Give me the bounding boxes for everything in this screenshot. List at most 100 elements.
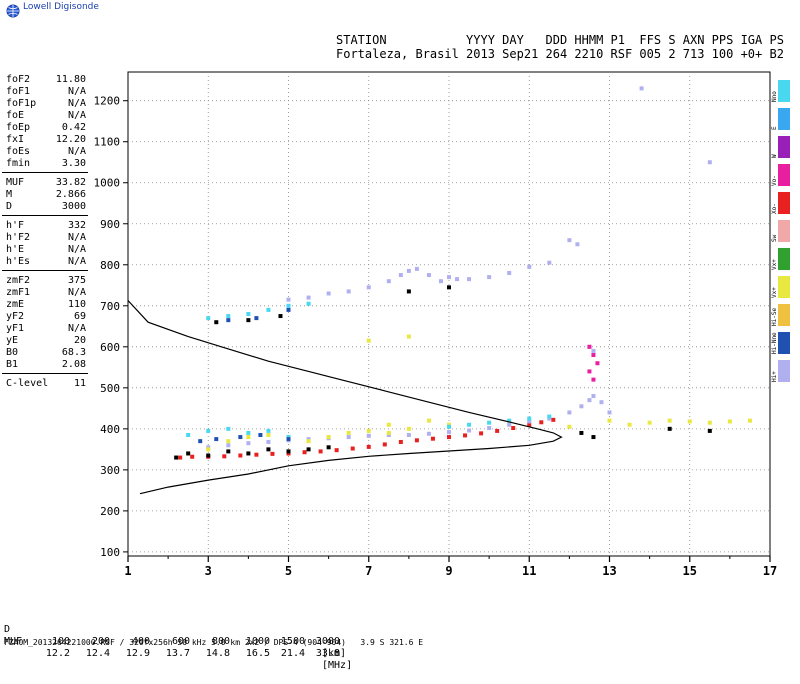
legend-swatch: Nno [771,80,790,102]
echo-point [206,447,211,452]
param-row: fmin 3.30 [6,158,86,170]
echo-point [258,433,263,437]
legend-swatch: Hi-Se [771,304,790,326]
param-name: yF2 [6,311,25,322]
distance-value: 400 [131,636,150,647]
param-row: M 2.866 [6,189,86,201]
echo-point [567,238,572,243]
legend-label: Hi+ [771,371,778,382]
echo-point [366,428,371,433]
echo-point [647,420,652,425]
echo-point [467,277,472,282]
param-name: zmF1 [6,287,31,298]
echo-point [306,437,311,442]
echo-point [507,422,512,427]
param-value: 375 [67,275,86,286]
echo-point [479,431,484,436]
echo-point [246,312,251,316]
echo-point [406,268,411,273]
echo-point [346,289,351,294]
echo-point [226,426,231,431]
echo-point [366,285,371,290]
param-name: MUF [6,177,25,188]
echo-point [667,426,672,431]
echo-point [599,400,604,405]
echo-point [214,437,219,442]
echo-point [326,291,331,296]
y-tick-label: 200 [100,505,120,518]
param-row: zmF2 375 [6,275,86,287]
legend-label: Vx+ [771,287,778,298]
legend-swatch: Hi+ [771,360,790,382]
param-value: 12.20 [55,134,86,145]
echo-point [254,316,259,321]
echo-point [591,353,596,358]
echo-point [447,422,451,427]
echo-point [206,445,211,450]
distance-value: 200 [91,636,110,647]
legend-label: Xo- [771,203,778,214]
echo-point [266,439,271,444]
param-value: N/A [67,146,86,157]
echo-point [382,442,387,447]
echo-point [567,410,572,415]
echo-point [414,438,419,443]
param-name: yF1 [6,323,25,334]
param-name: fmin [6,158,31,169]
param-value: 332 [67,220,86,231]
x-tick-label: 5 [285,564,292,578]
echo-point [226,439,231,444]
param-name: foEp [6,122,31,133]
echo-point [707,160,712,165]
echo-point [438,279,443,284]
param-value: N/A [67,287,86,298]
param-name: foE [6,110,25,121]
echo-point [318,449,323,454]
param-value: N/A [67,256,86,267]
echo-point [174,455,179,460]
echo-point [426,431,431,436]
echo-point [286,303,291,308]
param-name: h'F2 [6,232,31,243]
distance-value: 600 [171,636,190,647]
echo-point [286,307,291,312]
echo-point [226,314,231,319]
echo-point [467,422,472,427]
param-name: foEs [6,146,31,157]
echo-point [487,420,492,425]
param-row: zmF1 N/A [6,287,86,299]
x-tick-label: 1 [124,564,131,578]
echo-point [386,279,391,284]
echo-point [591,394,596,399]
echo-point [455,277,460,282]
echo-point [266,433,271,437]
echo-point [246,451,251,456]
legend-swatch: Vo- [771,164,790,186]
legend-swatch: Hi-Nne [771,332,790,354]
echo-point [426,418,431,423]
echo-point [607,410,612,415]
echo-point [567,424,572,429]
echo-point [447,424,451,429]
echo-point [206,453,211,458]
param-row: yE 20 [6,335,86,347]
legend-label: Vx+ [771,259,778,270]
echo-point [246,318,251,323]
echo-point [495,428,500,433]
distance-value: 3000 [315,636,340,647]
muf-unit: [MHz] [322,660,353,671]
y-tick-label: 600 [100,341,120,354]
param-value: N/A [67,86,86,97]
echo-point [575,242,580,247]
param-value: 2.08 [61,359,86,370]
legend-label: Hi-Nne [771,332,778,354]
param-row: B0 68.3 [6,347,86,359]
echo-point [547,414,552,419]
param-row: h'Es N/A [6,256,86,268]
param-value: 69 [73,311,86,322]
echo-point [238,435,243,440]
echo-point [527,416,532,421]
param-row: yF2 69 [6,311,86,323]
param-row: MUF 33.82 [6,177,86,189]
ionogram-chart: 1 3 5 7 9 11 13 15 17100200300400500600700800900… [94,71,777,578]
